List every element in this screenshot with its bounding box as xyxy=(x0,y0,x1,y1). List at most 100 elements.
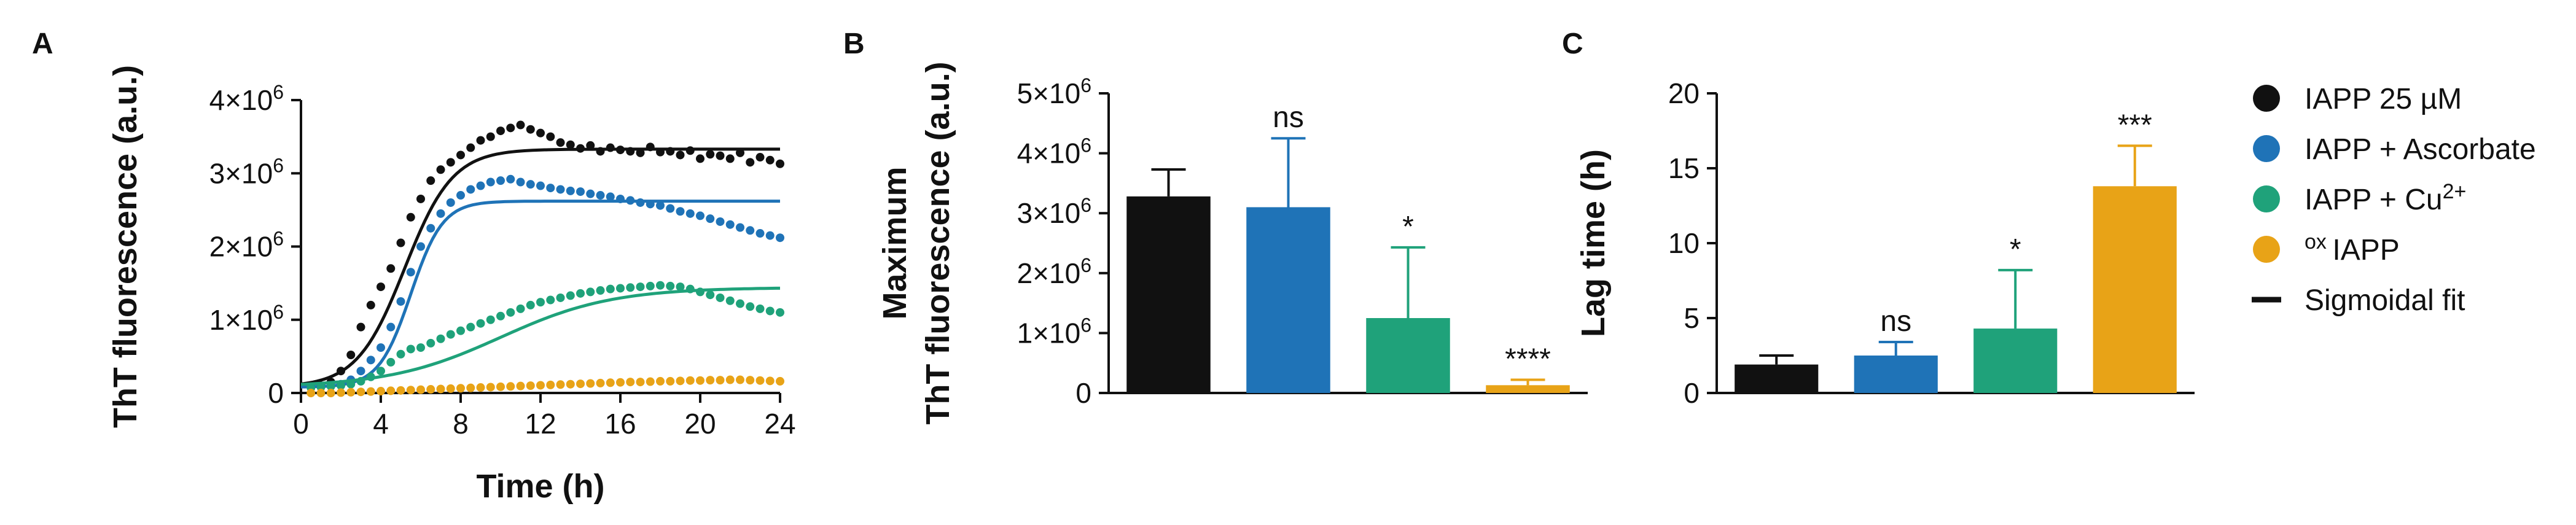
data-point xyxy=(586,141,595,150)
data-point xyxy=(366,387,375,396)
data-point xyxy=(366,356,375,365)
data-point xyxy=(736,223,744,232)
data-point xyxy=(666,204,675,213)
data-point xyxy=(476,383,485,392)
data-point xyxy=(776,308,784,317)
data-point xyxy=(516,304,525,313)
legend-item: IAPP + Cu2+ xyxy=(2253,180,2466,216)
data-point xyxy=(676,207,685,216)
y-axis-title-line2: ThT fluorescence (a.u.) xyxy=(919,61,956,424)
data-point xyxy=(546,295,555,305)
data-point xyxy=(446,198,455,207)
data-point xyxy=(536,298,545,307)
data-point xyxy=(506,123,515,133)
legend-label: IAPP 25 µM xyxy=(2305,83,2462,115)
data-point xyxy=(706,214,715,224)
data-point xyxy=(586,379,595,388)
data-point xyxy=(626,378,635,387)
y-tick-label: 1×106 xyxy=(1017,314,1091,349)
data-point xyxy=(566,186,575,195)
data-point xyxy=(486,315,495,324)
series-1 xyxy=(301,174,784,392)
data-point xyxy=(377,387,385,396)
data-point xyxy=(526,180,535,189)
data-point xyxy=(386,386,396,395)
data-point xyxy=(616,284,625,293)
data-point xyxy=(755,229,765,238)
data-point xyxy=(526,300,535,309)
data-point xyxy=(416,343,425,352)
data-point xyxy=(656,281,665,290)
bar-group: *** xyxy=(2093,109,2177,393)
y-tick-label: 0 xyxy=(268,377,284,409)
data-point xyxy=(356,367,365,376)
data-point xyxy=(716,293,725,302)
data-point xyxy=(626,283,635,292)
data-point xyxy=(516,120,525,130)
bar-group xyxy=(1126,168,1211,393)
y-axis-title-line1: Maximum xyxy=(876,166,913,319)
series-3 xyxy=(306,375,784,397)
y-tick-label: 10 xyxy=(1668,227,1700,259)
y-tick-label: 3×106 xyxy=(209,154,284,189)
data-point xyxy=(486,132,495,141)
data-point xyxy=(776,233,784,243)
legend-marker xyxy=(2253,135,2280,162)
series-0 xyxy=(300,120,784,391)
data-point xyxy=(755,153,765,162)
panel-b-bar-chart: B01×1062×1063×1064×1065×106ns*****Maximu… xyxy=(843,28,1588,425)
bar-group: * xyxy=(1973,233,2058,393)
sigmoidal-fit-line xyxy=(301,200,780,389)
data-point xyxy=(466,143,475,152)
data-point xyxy=(416,242,425,251)
data-point xyxy=(586,287,595,297)
data-point xyxy=(306,389,316,397)
data-point xyxy=(406,212,415,222)
data-point xyxy=(776,159,784,168)
data-point xyxy=(536,181,545,190)
data-point xyxy=(666,376,675,386)
data-point xyxy=(506,382,515,391)
bar xyxy=(2093,186,2177,393)
series-2 xyxy=(300,281,784,392)
y-tick-label: 5 xyxy=(1684,302,1700,334)
significance-label: *** xyxy=(2118,109,2152,141)
legend-marker xyxy=(2253,185,2280,212)
data-point xyxy=(446,158,455,167)
data-point xyxy=(676,150,685,160)
data-point xyxy=(596,191,605,200)
panel-letter: C xyxy=(1562,28,1583,60)
y-tick-label: 4×106 xyxy=(209,81,284,116)
data-point xyxy=(656,201,665,210)
data-point xyxy=(456,326,465,335)
data-point xyxy=(426,224,435,233)
data-point xyxy=(396,349,405,359)
data-point xyxy=(696,154,704,163)
data-point xyxy=(566,140,575,149)
data-point xyxy=(486,177,495,187)
y-tick-label: 2×106 xyxy=(209,228,284,263)
data-point xyxy=(426,176,435,185)
data-point xyxy=(736,299,744,308)
y-tick-label: 15 xyxy=(1668,152,1700,184)
bar xyxy=(1973,329,2058,393)
data-point xyxy=(377,343,385,352)
data-point xyxy=(486,383,495,392)
legend-label: IAPP + Cu2+ xyxy=(2305,180,2466,216)
y-tick-label: 0 xyxy=(1684,377,1700,409)
data-point xyxy=(377,367,385,376)
data-point xyxy=(706,290,715,300)
data-point xyxy=(596,378,605,387)
significance-label: * xyxy=(1402,211,1414,243)
data-point xyxy=(676,282,685,292)
data-point xyxy=(716,217,725,226)
data-point xyxy=(746,158,755,167)
data-point xyxy=(706,150,715,159)
y-tick-label: 4×106 xyxy=(1017,134,1091,169)
data-point xyxy=(316,389,326,397)
data-point xyxy=(396,238,405,247)
data-point xyxy=(466,322,475,332)
y-tick-label: 1×106 xyxy=(209,301,284,336)
significance-label: ns xyxy=(1880,305,1911,338)
